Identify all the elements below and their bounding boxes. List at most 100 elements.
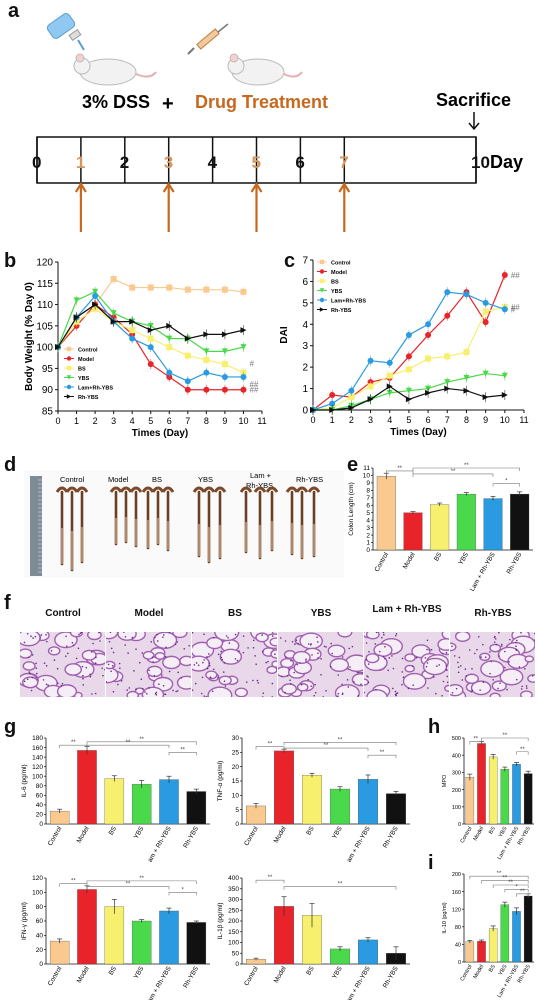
crypt xyxy=(444,684,449,693)
crypt xyxy=(142,650,155,660)
y-axis-label: MPO xyxy=(442,774,448,787)
nucleus xyxy=(524,667,526,670)
x-tick-label: Lam + Rh-YBS xyxy=(344,825,372,862)
nucleus xyxy=(293,671,295,674)
crypt xyxy=(219,648,243,665)
crypt xyxy=(192,655,210,672)
nucleus xyxy=(515,649,518,652)
nucleus xyxy=(476,648,478,651)
nucleus xyxy=(60,685,63,687)
nucleus xyxy=(401,683,403,686)
data-point xyxy=(240,386,247,393)
nucleus xyxy=(127,652,129,654)
y-tick-label: 80 xyxy=(36,904,44,911)
nucleus xyxy=(203,633,205,636)
nucleus xyxy=(314,691,317,694)
x-tick-label: BS xyxy=(305,965,316,977)
data-point xyxy=(203,331,210,338)
nucleus xyxy=(364,691,366,694)
bar-model xyxy=(77,750,97,825)
nucleus xyxy=(109,632,112,634)
colon-sample xyxy=(75,486,89,493)
nucleus xyxy=(310,685,313,687)
data-point xyxy=(367,357,374,364)
nucleus xyxy=(165,646,167,649)
nucleus xyxy=(451,692,454,694)
crypt xyxy=(162,655,181,670)
photo-label: Model xyxy=(108,475,129,484)
histology-label: Rh-YBS xyxy=(474,608,512,619)
nucleus xyxy=(484,656,487,659)
legend-entry: YBS xyxy=(331,289,343,295)
bar-ybs xyxy=(330,788,350,825)
y-tick-label: 25 xyxy=(232,750,240,757)
data-point xyxy=(73,314,80,321)
nucleus xyxy=(426,639,429,642)
nucleus xyxy=(365,658,368,661)
x-tick-label: 1 xyxy=(74,416,79,426)
data-point xyxy=(166,335,173,342)
plus-label: + xyxy=(162,93,174,115)
data-point xyxy=(66,356,72,361)
data-point xyxy=(367,396,374,403)
nucleus xyxy=(388,657,391,659)
significance-bracket xyxy=(168,892,197,896)
nucleus xyxy=(82,684,85,686)
nucleus xyxy=(126,689,128,691)
nucleus xyxy=(82,674,84,677)
y-tick-label: 160 xyxy=(32,745,43,752)
data-point xyxy=(203,369,210,376)
data-point xyxy=(184,286,191,293)
nucleus xyxy=(290,659,292,662)
nucleus xyxy=(234,633,237,636)
legend-entry: Rh-YBS xyxy=(78,395,99,401)
nucleus xyxy=(23,641,26,644)
x-tick-label: 1 xyxy=(330,415,335,425)
y-tick-label: 7 xyxy=(366,495,370,502)
colon-sample xyxy=(129,486,143,493)
crypt xyxy=(441,632,449,640)
nucleus xyxy=(348,647,350,650)
crypt xyxy=(87,632,102,641)
y-tick-label: 8 xyxy=(366,488,370,495)
nucleus xyxy=(200,692,203,695)
nucleus xyxy=(192,689,194,691)
data-point xyxy=(444,379,451,386)
x-tick-label: Model xyxy=(76,825,91,844)
nucleus xyxy=(106,680,107,683)
nucleus xyxy=(256,679,259,682)
significance-mark: ** xyxy=(180,747,185,753)
nucleus xyxy=(94,662,97,665)
y-tick-label: 400 xyxy=(452,753,461,759)
crypt xyxy=(489,643,502,653)
crypt xyxy=(154,652,166,660)
significance-mark: ** xyxy=(520,889,525,895)
y-tick-label: 20 xyxy=(36,947,44,954)
histology-image xyxy=(192,632,277,697)
nucleus xyxy=(71,641,74,644)
nucleus xyxy=(274,653,276,656)
nucleus xyxy=(291,640,294,643)
nucleus xyxy=(91,693,93,695)
crypt xyxy=(437,638,449,651)
x-tick-label: YBS xyxy=(498,964,509,977)
x-axis-label: Times (Day) xyxy=(390,427,447,438)
nucleus xyxy=(156,640,159,642)
y-tick-label: 60 xyxy=(36,918,44,925)
nucleus xyxy=(221,658,224,661)
x-tick-label: YBS xyxy=(457,551,470,566)
bar-bs xyxy=(488,756,498,825)
nucleus xyxy=(120,680,123,682)
histology-label: Lam + Rh-YBS xyxy=(372,604,442,615)
significance-bracket xyxy=(86,886,170,890)
x-tick-label: 11 xyxy=(257,416,266,426)
data-point xyxy=(129,284,136,291)
significance-mark: ** xyxy=(71,740,76,746)
nucleus xyxy=(29,672,31,675)
bar-lam-rh-ybs xyxy=(358,939,378,965)
crypt xyxy=(365,653,380,664)
crypt xyxy=(176,675,191,690)
nucleus xyxy=(384,657,386,660)
nucleus xyxy=(94,692,97,695)
x-tick-label: 10 xyxy=(238,416,248,426)
